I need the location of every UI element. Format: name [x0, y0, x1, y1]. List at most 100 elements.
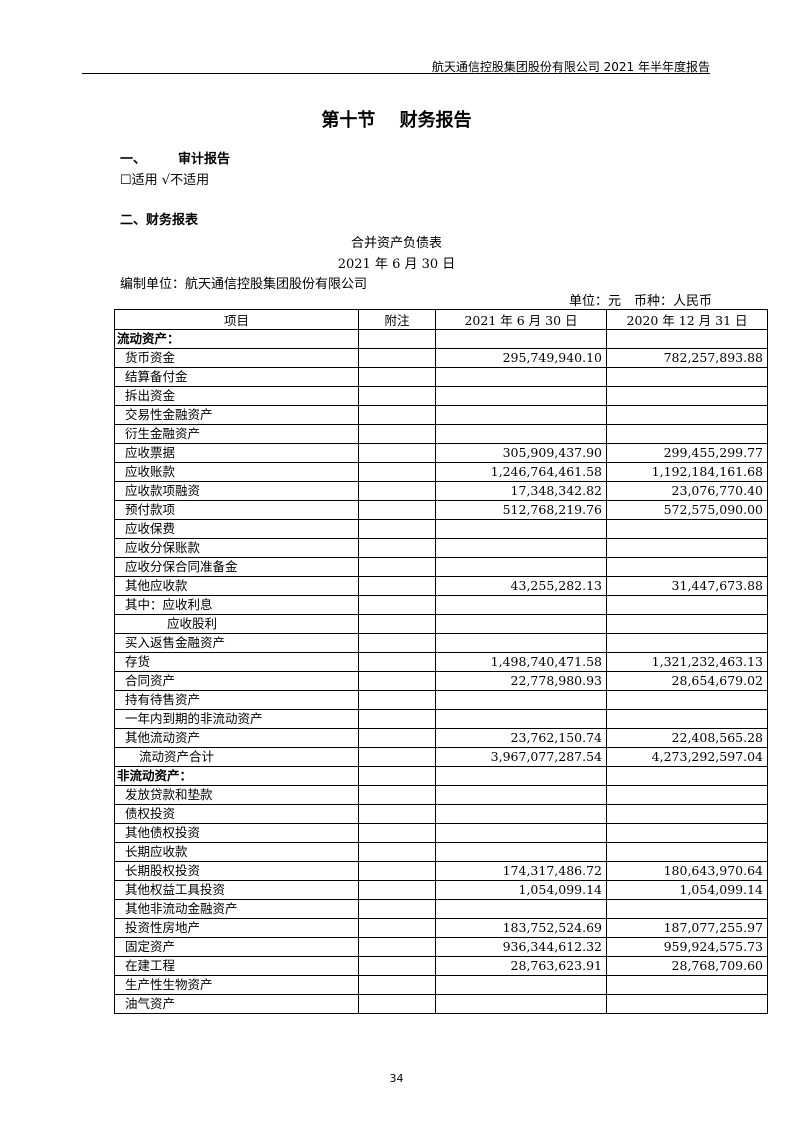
cell-cur	[435, 823, 607, 843]
cell-prev	[606, 519, 768, 539]
header-rule	[82, 73, 710, 74]
cell-prev: 23,076,770.40	[606, 481, 768, 501]
cell-prev	[606, 823, 768, 843]
cell-item: 应收保费	[114, 519, 359, 539]
page-title: 第十节 财务报告	[321, 110, 472, 131]
cell-note	[358, 329, 436, 349]
cell-note	[358, 861, 436, 881]
cell-item: 其他应收款	[114, 576, 359, 596]
cell-note	[358, 652, 436, 672]
cell-cur: 174,317,486.72	[435, 861, 607, 881]
cell-item: 流动资产：	[114, 329, 359, 349]
cell-cur: 1,246,764,461.58	[435, 462, 607, 482]
cell-note	[358, 595, 436, 615]
table-row: 其他债权投资	[114, 823, 768, 843]
cell-prev	[606, 994, 768, 1014]
cell-prev: 782,257,893.88	[606, 348, 768, 368]
cell-note	[358, 766, 436, 786]
cell-item: 流动资产合计	[114, 747, 359, 767]
cell-item: 应收分保账款	[114, 538, 359, 558]
cell-note	[358, 462, 436, 482]
cell-item: 货币资金	[114, 348, 359, 368]
table-row: 其中：应收利息	[114, 595, 768, 615]
cell-cur	[435, 690, 607, 710]
cell-cur	[435, 424, 607, 444]
table-row: 应收款项融资 17,348,342.82 23,076,770.40	[114, 481, 768, 501]
cell-item: 应收分保合同准备金	[114, 557, 359, 577]
section-1-number: 一、	[120, 152, 147, 167]
cell-note	[358, 386, 436, 406]
table-row: 流动资产合计 3,967,077,287.54 4,273,292,597.04	[114, 747, 768, 767]
cell-cur	[435, 329, 607, 349]
cell-prev: 299,455,299.77	[606, 443, 768, 463]
balance-sheet-table: 项目 附注 2021 年 6 月 30 日 2020 年 12 月 31 日 流动资产…	[114, 309, 768, 1014]
cell-prev	[606, 975, 768, 995]
cell-item: 固定资产	[114, 937, 359, 957]
cell-prev: 28,654,679.02	[606, 671, 768, 691]
audit-applicability: ☐适用 √不适用	[120, 173, 210, 188]
table-row: 非流动资产：	[114, 766, 768, 786]
cell-cur: 3,967,077,287.54	[435, 747, 607, 767]
cell-note	[358, 367, 436, 387]
table-row: 固定资产 936,344,612.32 959,924,575.73	[114, 937, 768, 957]
cell-cur	[435, 975, 607, 995]
cell-prev	[606, 614, 768, 634]
cell-note	[358, 405, 436, 425]
cell-cur	[435, 538, 607, 558]
cell-cur: 1,498,740,471.58	[435, 652, 607, 672]
cell-item: 一年内到期的非流动资产	[114, 709, 359, 729]
table-row: 应收分保账款	[114, 538, 768, 558]
cell-cur	[435, 557, 607, 577]
cell-note	[358, 842, 436, 862]
section-1-heading: 审计报告	[178, 152, 231, 167]
cell-prev: 4,273,292,597.04	[606, 747, 768, 767]
cell-cur	[435, 633, 607, 653]
table-row: 应收票据 305,909,437.90 299,455,299.77	[114, 443, 768, 463]
cell-prev	[606, 766, 768, 786]
cell-item: 债权投资	[114, 804, 359, 824]
table-row: 预付款项 512,768,219.76 572,575,090.00	[114, 500, 768, 520]
table-row: 油气资产	[114, 994, 768, 1014]
cell-item: 其他流动资产	[114, 728, 359, 748]
cell-note	[358, 918, 436, 938]
table-row: 其他应收款 43,255,282.13 31,447,673.88	[114, 576, 768, 596]
table-row: 应收账款 1,246,764,461.58 1,192,184,161.68	[114, 462, 768, 482]
cell-cur: 305,909,437.90	[435, 443, 607, 463]
cell-prev: 959,924,575.73	[606, 937, 768, 957]
cell-cur	[435, 595, 607, 615]
cell-note	[358, 671, 436, 691]
cell-note	[358, 956, 436, 976]
cell-item: 应收票据	[114, 443, 359, 463]
cell-prev: 31,447,673.88	[606, 576, 768, 596]
cell-prev	[606, 538, 768, 558]
cell-note	[358, 747, 436, 767]
table-row: 存货 1,498,740,471.58 1,321,232,463.13	[114, 652, 768, 672]
cell-cur: 295,749,940.10	[435, 348, 607, 368]
cell-prev	[606, 557, 768, 577]
page-number: 34	[389, 1072, 404, 1085]
preparer: 编制单位：航天通信控股集团股份有限公司	[120, 277, 368, 292]
cell-prev	[606, 329, 768, 349]
cell-cur: 512,768,219.76	[435, 500, 607, 520]
cell-item: 油气资产	[114, 994, 359, 1014]
cell-note	[358, 557, 436, 577]
cell-prev	[606, 899, 768, 919]
table-row: 债权投资	[114, 804, 768, 824]
table-row: 流动资产：	[114, 329, 768, 349]
cell-note	[358, 880, 436, 900]
cell-note	[358, 709, 436, 729]
table-row: 应收股利	[114, 614, 768, 634]
cell-item: 生产性生物资产	[114, 975, 359, 995]
table-row: 一年内到期的非流动资产	[114, 709, 768, 729]
cell-cur	[435, 367, 607, 387]
running-header: 航天通信控股集团股份有限公司 2021 年半年度报告	[431, 60, 710, 74]
cell-prev: 1,321,232,463.13	[606, 652, 768, 672]
cell-item: 非流动资产：	[114, 766, 359, 786]
cell-prev	[606, 690, 768, 710]
cell-prev	[606, 842, 768, 862]
cell-note	[358, 348, 436, 368]
cell-cur: 28,763,623.91	[435, 956, 607, 976]
table-row: 衍生金融资产	[114, 424, 768, 444]
cell-cur	[435, 614, 607, 634]
table-row: 结算备付金	[114, 367, 768, 387]
